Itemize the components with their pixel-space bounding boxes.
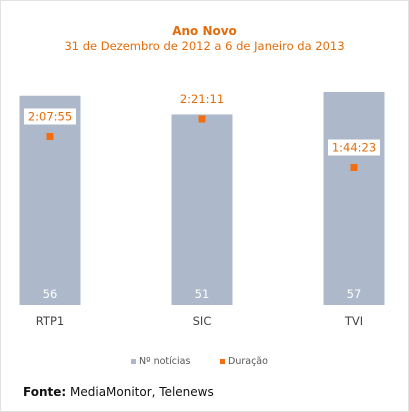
bar-value-label: 56: [43, 287, 58, 301]
duration-label-box: [328, 139, 380, 156]
legend-swatch-duracao: [220, 359, 225, 364]
source-label: Fonte:: [23, 385, 67, 399]
x-tick-label: RTP1: [36, 314, 64, 328]
duration-marker: [198, 115, 206, 123]
duration-value-label: 2:07:55: [28, 109, 72, 123]
bar-value-label: 57: [347, 287, 362, 301]
duration-label-box: [24, 108, 76, 125]
chart-subtitle: 31 de Dezembro de 2012 a 6 de Janeiro da…: [64, 39, 345, 53]
x-tick-label: SIC: [193, 314, 212, 328]
legend-swatch-noticias: [131, 359, 136, 364]
duration-value-label: 1:44:23: [332, 141, 376, 155]
bar-value-label: 51: [195, 287, 210, 301]
x-tick-label: TVI: [344, 314, 363, 328]
duration-label-box: [176, 91, 228, 107]
duration-marker: [46, 132, 54, 140]
chart-title: Ano Novo: [172, 24, 237, 38]
bar-rtp1: [19, 95, 81, 305]
source-text: MediaMonitor, Telenews: [70, 385, 214, 399]
duration-value-label: 2:21:11: [180, 92, 224, 106]
legend-label-noticias: Nº notícias: [139, 356, 190, 367]
bar-sic: [171, 114, 233, 305]
bar-tvi: [323, 92, 385, 305]
duration-marker: [350, 164, 358, 171]
source-note: Fonte: MediaMonitor, Telenews: [23, 385, 214, 399]
legend-label-duracao: Duração: [228, 356, 268, 367]
